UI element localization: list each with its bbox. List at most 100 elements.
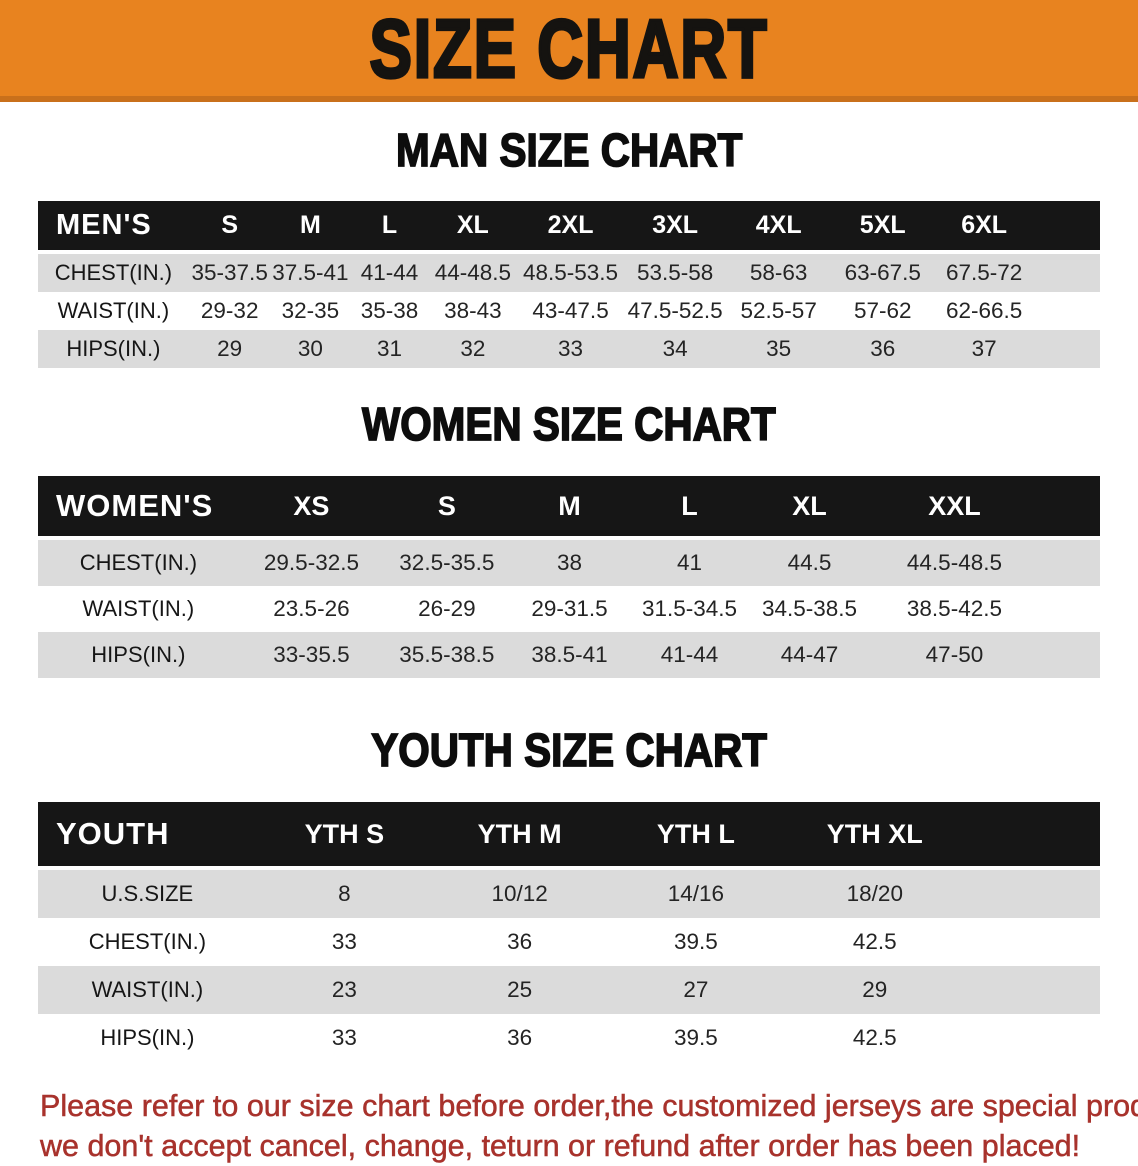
- row-filler: [1034, 292, 1100, 330]
- size-column-header: 6XL: [934, 201, 1035, 254]
- size-value: 36: [431, 1014, 608, 1062]
- size-value: 31: [350, 330, 429, 368]
- size-value: 57-62: [831, 292, 935, 330]
- size-value: 41: [629, 538, 750, 586]
- size-value: 34.5-38.5: [749, 586, 870, 632]
- size-value: 23: [256, 966, 432, 1014]
- row-label: CHEST(IN.): [38, 918, 257, 966]
- size-value: 38-43: [428, 292, 517, 330]
- table-corner-label: YOUTH: [38, 802, 257, 870]
- size-value: 35-38: [350, 292, 429, 330]
- size-value: 10/12: [431, 868, 608, 918]
- size-column-header: XXL: [869, 476, 1040, 540]
- size-value: 41-44: [629, 632, 750, 678]
- table-row: U.S.SIZE 8 10/12 14/16 18/20: [38, 868, 1100, 918]
- size-column-header: YTH M: [431, 802, 608, 870]
- table-row: CHEST(IN.) 33 36 39.5 42.5: [38, 918, 1100, 966]
- table-row: CHEST(IN.) 35-37.5 37.5-41 41-44 44-48.5 48.5…: [38, 252, 1100, 292]
- size-value: 41-44: [350, 252, 429, 292]
- size-value: 44.5-48.5: [869, 538, 1040, 586]
- youth-size-table: YOUTH YTH S YTH M YTH L YTH XL U.S.SIZE 8 10/12…: [38, 802, 1100, 1062]
- size-value: 35.5-38.5: [384, 632, 510, 678]
- men-size-table: MEN'S S M L XL 2XL 3XL 4XL 5XL 6XL CHEST(IN.) 35-37…: [38, 201, 1100, 368]
- header-filler: [965, 802, 1100, 870]
- man-size-chart-heading: MAN SIZE CHART: [395, 124, 743, 178]
- size-value: 29: [784, 966, 966, 1014]
- size-value: 44.5: [749, 538, 870, 586]
- table-row: WAIST(IN.) 29-32 32-35 35-38 38-43 43-47.5 47.…: [38, 292, 1100, 330]
- row-filler: [965, 918, 1100, 966]
- size-value: 34: [624, 330, 727, 368]
- row-filler: [1034, 252, 1100, 292]
- size-value: 42.5: [784, 1014, 966, 1062]
- size-value: 31.5-34.5: [629, 586, 750, 632]
- size-value: 33: [256, 1014, 432, 1062]
- row-filler: [965, 1014, 1100, 1062]
- size-column-header: L: [629, 476, 750, 540]
- size-value: 44-47: [749, 632, 870, 678]
- size-column-header: 2XL: [516, 201, 625, 254]
- row-label: HIPS(IN.): [38, 1014, 257, 1062]
- size-column-header: M: [509, 476, 630, 540]
- size-value: 47.5-52.5: [624, 292, 727, 330]
- size-column-header: YTH L: [607, 802, 785, 870]
- size-column-header: 4XL: [726, 201, 832, 254]
- size-value: 29.5-32.5: [238, 538, 385, 586]
- size-value: 37.5-41: [270, 252, 351, 292]
- size-value: 63-67.5: [831, 252, 935, 292]
- size-value: 35-37.5: [188, 252, 271, 292]
- size-value: 33: [516, 330, 625, 368]
- table-row: HIPS(IN.) 33-35.5 35.5-38.5 38.5-41 41-44 44-…: [38, 632, 1100, 678]
- disclaimer-line-1: Please refer to our size chart before or…: [40, 1089, 1138, 1124]
- size-column-header: L: [350, 201, 429, 254]
- row-filler: [1039, 586, 1100, 632]
- size-value: 38: [509, 538, 630, 586]
- size-value: 33-35.5: [238, 632, 385, 678]
- size-value: 14/16: [607, 868, 785, 918]
- row-filler: [1039, 538, 1100, 586]
- row-label: WAIST(IN.): [38, 292, 189, 330]
- banner-title: SIZE CHART: [368, 0, 769, 96]
- size-value: 53.5-58: [624, 252, 727, 292]
- size-value: 58-63: [726, 252, 832, 292]
- size-column-header: S: [188, 201, 271, 254]
- size-value: 23.5-26: [238, 586, 385, 632]
- size-value: 47-50: [869, 632, 1040, 678]
- size-column-header: YTH S: [256, 802, 432, 870]
- table-row: HIPS(IN.) 29 30 31 32 33 34 35 36 37: [38, 330, 1100, 368]
- size-column-header: 3XL: [624, 201, 727, 254]
- size-value: 18/20: [784, 868, 966, 918]
- row-label: HIPS(IN.): [38, 330, 189, 368]
- youth-size-chart-heading: YOUTH SIZE CHART: [370, 724, 767, 778]
- size-value: 25: [431, 966, 608, 1014]
- size-chart-banner: SIZE CHART: [0, 0, 1138, 102]
- size-value: 32-35: [270, 292, 351, 330]
- row-label: WAIST(IN.): [38, 586, 239, 632]
- size-value: 39.5: [607, 1014, 785, 1062]
- size-value: 62-66.5: [934, 292, 1035, 330]
- row-label: U.S.SIZE: [38, 868, 257, 918]
- table-row: HIPS(IN.) 33 36 39.5 42.5: [38, 1014, 1100, 1062]
- size-column-header: S: [384, 476, 510, 540]
- table-corner-label: MEN'S: [38, 201, 189, 254]
- size-column-header: 5XL: [831, 201, 935, 254]
- size-value: 32.5-35.5: [384, 538, 510, 586]
- size-value: 39.5: [607, 918, 785, 966]
- size-value: 36: [431, 918, 608, 966]
- size-value: 29-31.5: [509, 586, 630, 632]
- header-filler: [1039, 476, 1100, 540]
- size-value: 26-29: [384, 586, 510, 632]
- size-value: 42.5: [784, 918, 966, 966]
- row-label: HIPS(IN.): [38, 632, 239, 678]
- size-value: 67.5-72: [934, 252, 1035, 292]
- row-filler: [1034, 330, 1100, 368]
- row-filler: [965, 966, 1100, 1014]
- size-value: 8: [256, 868, 432, 918]
- row-label: CHEST(IN.): [38, 538, 239, 586]
- size-column-header: YTH XL: [784, 802, 966, 870]
- size-column-header: XL: [428, 201, 517, 254]
- row-filler: [965, 868, 1100, 918]
- size-value: 35: [726, 330, 832, 368]
- size-value: 29: [188, 330, 271, 368]
- size-value: 52.5-57: [726, 292, 832, 330]
